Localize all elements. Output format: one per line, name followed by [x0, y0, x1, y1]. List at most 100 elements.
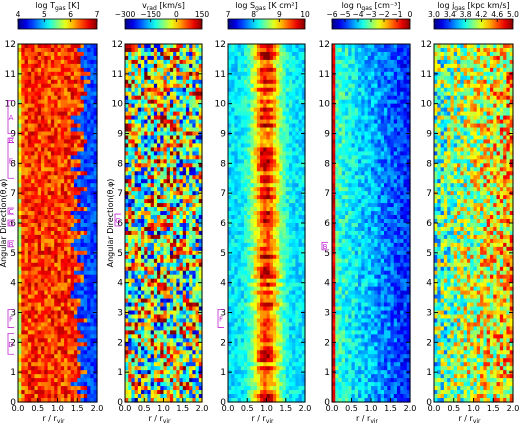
heatmap-cell — [266, 115, 271, 121]
heatmap-cell — [21, 370, 26, 375]
heatmap-cell — [189, 171, 193, 176]
heatmap-cell — [18, 107, 22, 113]
heatmap-cell — [24, 266, 29, 272]
heatmap-cell — [73, 310, 78, 316]
heatmap-cell — [173, 191, 177, 196]
heatmap-cell — [292, 123, 296, 129]
heatmap-cell — [31, 83, 36, 89]
heatmap-cell — [153, 342, 158, 347]
region-label: C — [9, 208, 14, 216]
heatmap-cell — [166, 398, 171, 403]
heatmap-cell — [185, 51, 190, 57]
heatmap-cell — [131, 71, 136, 77]
heatmap-cell — [47, 203, 52, 208]
heatmap-cell — [93, 394, 98, 399]
heatmap-cell — [147, 354, 152, 359]
heatmap-cell — [182, 207, 187, 212]
heatmap-cell — [64, 342, 68, 347]
heatmap-cell — [54, 223, 59, 228]
heatmap-cell — [47, 75, 52, 81]
heatmap-cell — [37, 87, 42, 93]
heatmap-cell — [157, 215, 161, 220]
heatmap-cell — [150, 215, 155, 220]
heatmap-cell — [153, 254, 158, 260]
heatmap-cell — [185, 211, 190, 216]
heatmap-cell — [150, 111, 155, 117]
heatmap-cell — [37, 207, 42, 212]
heatmap-cell — [77, 318, 82, 324]
heatmap-cell — [298, 55, 303, 61]
heatmap-cell — [157, 326, 161, 331]
heatmap-cell — [60, 215, 65, 220]
heatmap-cell — [189, 163, 193, 168]
heatmap-cell — [134, 203, 139, 208]
heatmap-cell — [64, 250, 68, 256]
heatmap-cell — [27, 286, 32, 292]
heatmap-cell — [67, 330, 72, 335]
heatmap-cell — [44, 314, 49, 320]
heatmap-cell — [70, 99, 75, 105]
heatmap-cell — [67, 179, 72, 184]
heatmap-cell — [182, 298, 187, 304]
heatmap-cell — [137, 390, 142, 395]
heatmap-cell — [21, 382, 26, 387]
heatmap-cell — [27, 238, 32, 244]
heatmap-cell — [70, 278, 75, 284]
heatmap-cell — [173, 266, 177, 272]
heatmap-cell — [160, 207, 165, 212]
heatmap-cell — [21, 155, 26, 160]
heatmap-cell — [141, 306, 145, 312]
heatmap-cell — [93, 211, 98, 216]
heatmap-cell — [147, 242, 152, 248]
heatmap-cell — [128, 338, 133, 343]
heatmap-cell — [54, 143, 59, 149]
heatmap-cell — [41, 44, 45, 49]
heatmap-cell — [50, 298, 55, 304]
heatmap-cell — [27, 226, 32, 232]
heatmap-cell — [24, 83, 29, 89]
heatmap-cell — [93, 111, 98, 117]
heatmap-cell — [269, 59, 274, 65]
heatmap-cell — [134, 67, 139, 73]
heatmap-cell — [125, 223, 129, 228]
heatmap-cell — [83, 362, 88, 367]
heatmap-cell — [169, 262, 174, 268]
heatmap-cell — [47, 147, 52, 152]
heatmap-cell — [163, 131, 168, 137]
heatmap-cell — [185, 91, 190, 97]
heatmap-cell — [179, 155, 184, 160]
heatmap-cell — [179, 238, 184, 244]
heatmap-cell — [57, 298, 62, 304]
heatmap-cell — [21, 187, 26, 192]
heatmap-cell — [176, 47, 181, 53]
heatmap-cell — [173, 51, 177, 57]
heatmap-cell — [272, 63, 277, 69]
heatmap-cell — [70, 183, 75, 188]
heatmap-cell — [150, 394, 155, 399]
heatmap-cell — [80, 398, 85, 403]
heatmap-cell — [141, 44, 145, 49]
heatmap-cell — [198, 242, 203, 248]
heatmap-cell — [169, 302, 174, 308]
heatmap-cell — [87, 155, 92, 160]
heatmap-cell — [160, 131, 165, 137]
heatmap-cell — [93, 278, 98, 284]
heatmap-cell — [87, 91, 92, 97]
heatmap-cell — [173, 111, 177, 117]
heatmap-cell — [198, 398, 203, 403]
heatmap-cell — [185, 155, 190, 160]
heatmap-cell — [179, 242, 184, 248]
heatmap-cell — [228, 123, 232, 129]
heatmap-cell — [147, 250, 152, 256]
heatmap-cell — [21, 191, 26, 196]
heatmap-cell — [137, 195, 142, 200]
heatmap-cell — [21, 199, 26, 204]
heatmap-cell — [31, 151, 36, 156]
heatmap-cell — [50, 87, 55, 93]
heatmap-cell — [67, 71, 72, 77]
heatmap-cell — [24, 378, 29, 383]
heatmap-cell — [93, 219, 98, 224]
heatmap-cell — [83, 111, 88, 117]
heatmap-cell — [198, 215, 203, 220]
heatmap-cell — [141, 47, 145, 53]
